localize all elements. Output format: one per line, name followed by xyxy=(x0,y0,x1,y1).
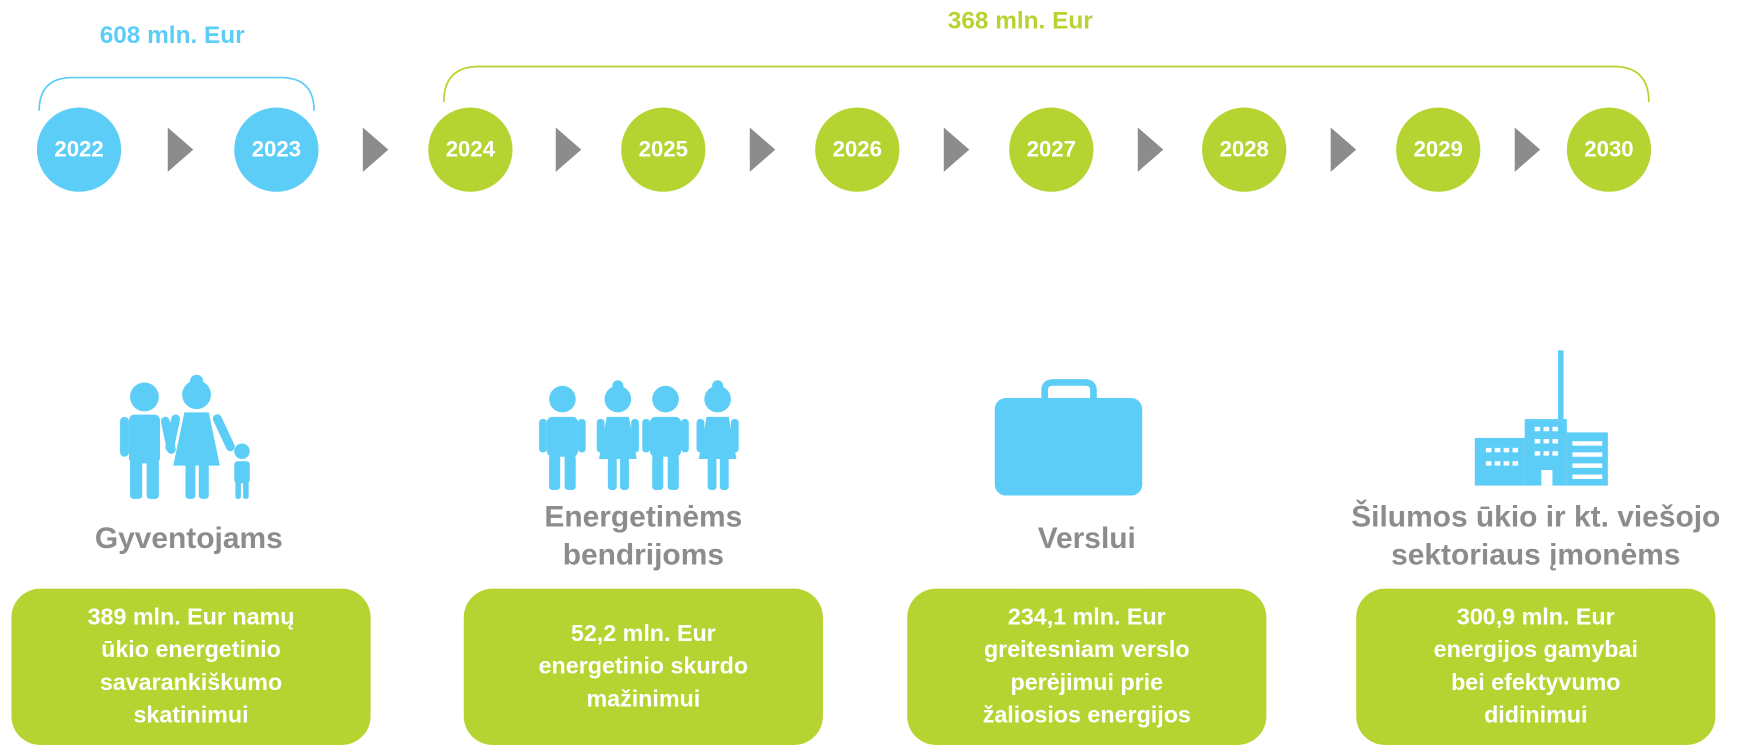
category-box xyxy=(11,588,371,745)
family-icon xyxy=(120,374,250,499)
year-circle xyxy=(1396,107,1481,192)
year-label: 2026 xyxy=(833,137,882,162)
category-text: energijos gamybai xyxy=(1434,636,1638,662)
year-circle xyxy=(815,107,900,192)
category-text: savarankiškumo xyxy=(100,669,282,695)
timeline-arrow xyxy=(1330,127,1357,172)
category-text: bei efektyvumo xyxy=(1451,669,1620,695)
timeline-arrow xyxy=(555,127,582,172)
bracket-2024-2030 xyxy=(442,65,1650,102)
timeline-arrow xyxy=(749,127,776,172)
category-text: perėjimui prie xyxy=(1011,669,1164,695)
year-circle xyxy=(621,107,706,192)
category-text: skatinimui xyxy=(133,702,248,728)
year-label: 2023 xyxy=(252,137,301,162)
timeline-arrow xyxy=(1137,127,1164,172)
year-label: 2030 xyxy=(1584,137,1633,162)
category-text: greitesniam verslo xyxy=(984,636,1190,662)
bracket-label: 608 mln. Eur xyxy=(100,22,245,49)
year-circle xyxy=(1202,107,1287,192)
timeline-arrow xyxy=(362,127,389,172)
year-label: 2029 xyxy=(1414,137,1463,162)
year-label: 2027 xyxy=(1027,137,1076,162)
category-text: mažinimui xyxy=(586,685,700,711)
category-box xyxy=(463,588,823,745)
category-text: 300,9 mln. Eur xyxy=(1457,603,1615,629)
year-label: 2028 xyxy=(1220,137,1269,162)
category-text: 389 mln. Eur namų xyxy=(88,603,295,629)
bracket-label: 368 mln. Eur xyxy=(948,8,1093,35)
category-text: didinimui xyxy=(1484,702,1587,728)
year-circle xyxy=(234,107,319,192)
year-circle xyxy=(428,107,513,192)
category-text: energetinio skurdo xyxy=(539,653,748,679)
year-label: 2022 xyxy=(54,137,103,162)
category-text: 52,2 mln. Eur xyxy=(571,620,716,646)
year-label: 2025 xyxy=(639,137,688,162)
timeline-arrow xyxy=(1514,127,1541,172)
year-label: 2024 xyxy=(446,137,496,162)
timeline-arrow xyxy=(167,127,194,172)
category-title: bendrijoms xyxy=(563,538,724,571)
bracket-2022-2023 xyxy=(38,76,315,111)
category-title: sektoriaus įmonėms xyxy=(1391,538,1680,571)
briefcase-icon xyxy=(994,379,1143,496)
category-box xyxy=(907,588,1267,745)
category-box xyxy=(1356,588,1716,745)
category-text: ūkio energetinio xyxy=(101,636,281,662)
year-circle xyxy=(1566,107,1652,192)
category-text: 234,1 mln. Eur xyxy=(1008,603,1166,629)
category-title: Verslui xyxy=(1038,522,1136,555)
factory-icon xyxy=(1474,350,1608,486)
category-text: žaliosios energijos xyxy=(983,702,1191,728)
community-icon xyxy=(539,380,739,491)
year-circle xyxy=(36,107,122,192)
category-title: Gyventojams xyxy=(95,522,283,555)
year-circle xyxy=(1009,107,1094,192)
category-title: Šilumos ūkio ir kt. viešojo xyxy=(1351,500,1720,534)
category-title: Energetinėms xyxy=(544,501,742,534)
timeline-arrow xyxy=(943,127,970,172)
